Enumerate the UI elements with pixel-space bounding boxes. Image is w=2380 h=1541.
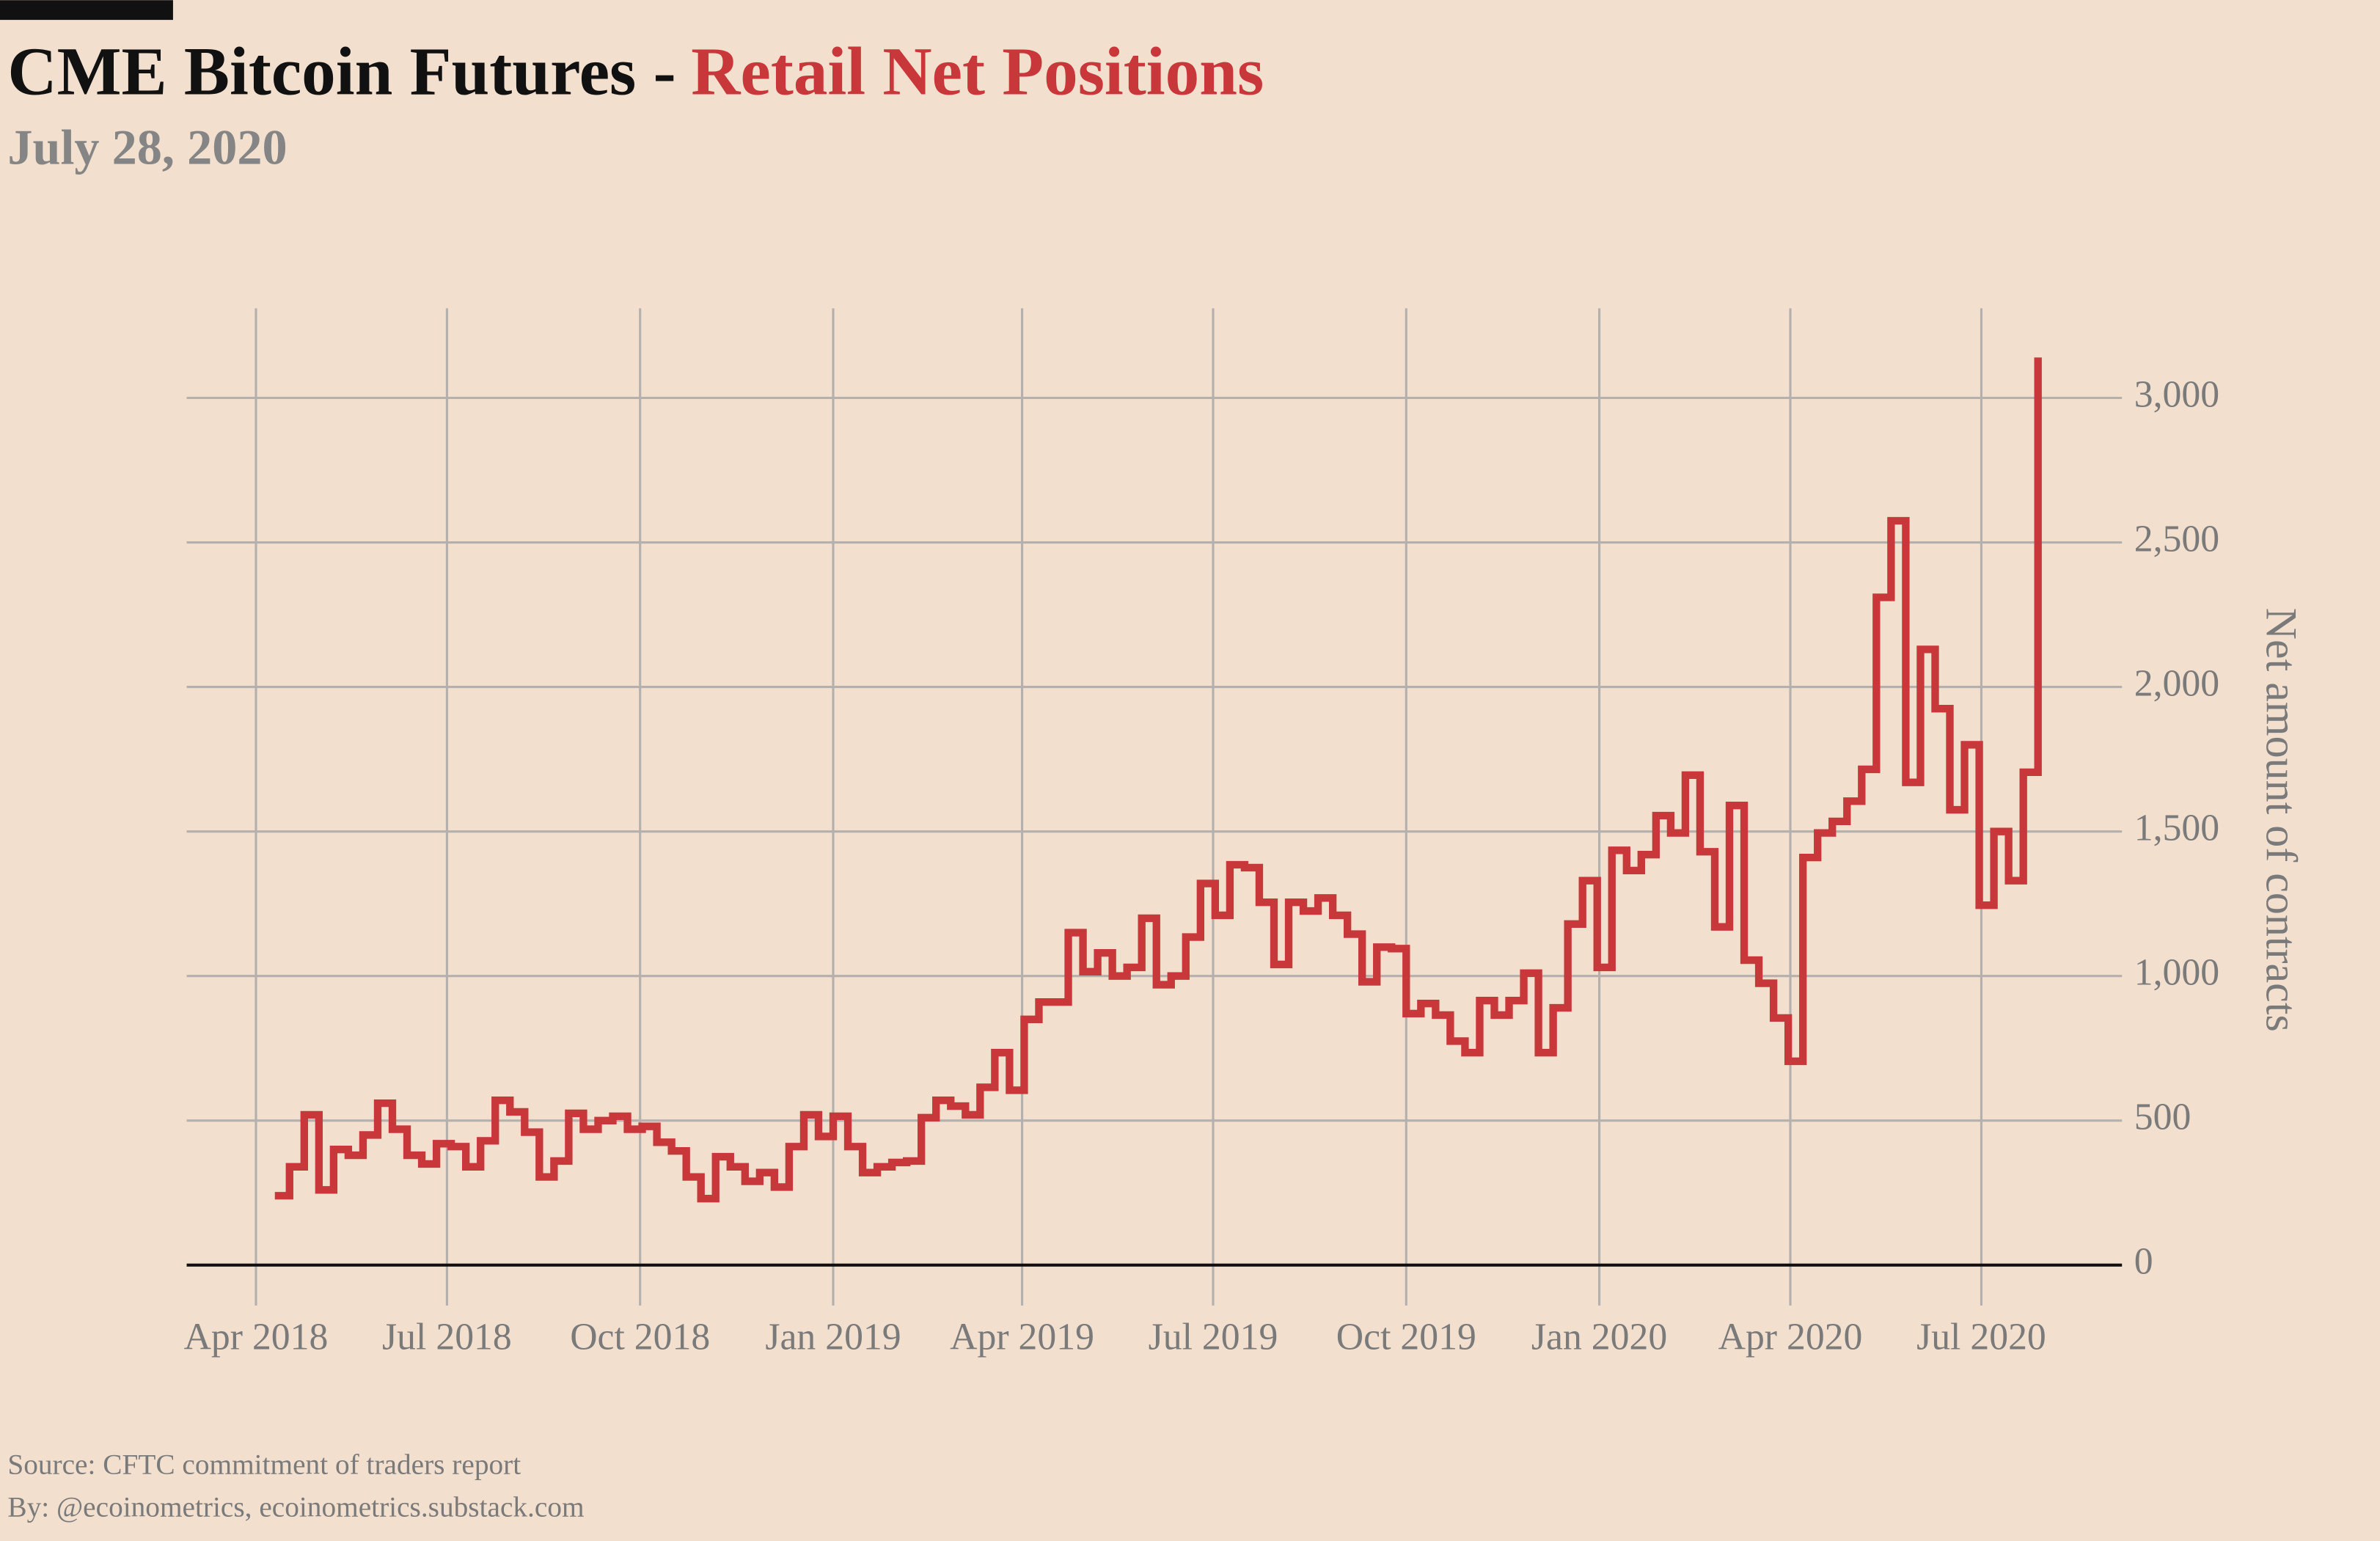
x-tick-label: Jul 2019	[1149, 1316, 1278, 1358]
y-tick-label: 1,000	[2134, 952, 2219, 994]
title-main: CME Bitcoin Futures -	[7, 34, 675, 110]
x-tick-label: Jan 2020	[1531, 1316, 1667, 1358]
x-tick-label: Jul 2020	[1916, 1316, 2046, 1358]
byline: By: @ecoinometrics, ecoinometrics.substa…	[7, 1491, 584, 1523]
corner-bar	[0, 0, 173, 21]
x-tick-label: Jan 2019	[765, 1316, 901, 1358]
y-tick-label: 500	[2134, 1097, 2192, 1138]
step-line	[274, 357, 2042, 1203]
y-axis-label: Net amount of contracts	[2258, 608, 2306, 1032]
y-tick-label: 2,000	[2134, 662, 2219, 704]
x-tick-label: Oct 2018	[570, 1316, 710, 1358]
source-note: Source: CFTC commitment of traders repor…	[7, 1449, 521, 1481]
title-highlight: Retail Net Positions	[691, 34, 1264, 110]
y-tick-label: 2,500	[2134, 518, 2219, 560]
chart-title: CME Bitcoin Futures - Retail Net Position…	[7, 34, 1264, 110]
x-tick-label: Apr 2020	[1718, 1316, 1863, 1358]
y-tick-label: 3,000	[2134, 373, 2219, 415]
y-tick-label: 1,500	[2134, 808, 2219, 849]
x-tick-label: Oct 2019	[1336, 1316, 1476, 1358]
subtitle: July 28, 2020	[7, 120, 287, 175]
x-tick-label: Jul 2018	[382, 1316, 512, 1358]
y-tick-label: 0	[2134, 1241, 2153, 1283]
x-tick-label: Apr 2018	[184, 1316, 329, 1358]
x-tick-label: Apr 2019	[950, 1316, 1094, 1358]
